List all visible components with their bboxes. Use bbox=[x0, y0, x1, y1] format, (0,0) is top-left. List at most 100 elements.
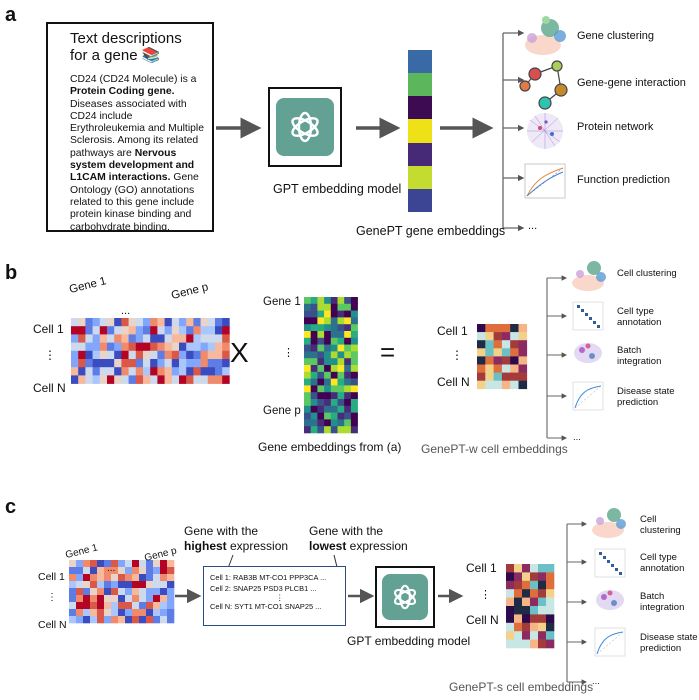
heatmap-cell bbox=[92, 342, 101, 352]
heatmap-cell bbox=[153, 567, 161, 575]
heatmap-cell bbox=[186, 350, 194, 360]
heatmap-cell bbox=[207, 350, 216, 360]
heatmap-cell bbox=[143, 326, 151, 335]
heatmap-cell bbox=[104, 581, 112, 589]
embedding-cell bbox=[337, 419, 345, 427]
highest-expression-label: Gene with the highest expression bbox=[184, 524, 289, 553]
heatmap-cell bbox=[200, 318, 209, 327]
heatmap-cell bbox=[215, 318, 223, 327]
heatmap-cell bbox=[92, 367, 101, 376]
heatmap-cell bbox=[143, 375, 151, 384]
cell-embedding-cell bbox=[501, 380, 511, 390]
heatmap-cell bbox=[222, 334, 230, 343]
heatmap-cell bbox=[114, 334, 122, 343]
gene-description-text: CD24 (CD24 Molecule) is a Protein Coding… bbox=[70, 74, 204, 234]
heatmap-cell bbox=[160, 609, 168, 617]
heatmap-cell bbox=[167, 616, 175, 624]
cell-sentence-vdots: ⋮ bbox=[276, 593, 284, 602]
embedding-cell bbox=[344, 337, 352, 345]
cell-embedding-cell bbox=[485, 364, 494, 373]
embedding-cell bbox=[324, 392, 332, 400]
heatmap-cell bbox=[153, 616, 161, 624]
embedding-cell bbox=[317, 399, 325, 407]
heatmap-cell bbox=[97, 595, 105, 603]
heatmap-cell bbox=[200, 342, 209, 352]
app-label-gene-gene-interaction: Gene-gene interaction bbox=[577, 77, 686, 89]
heatmap-cell bbox=[118, 588, 126, 596]
cell-embedding-cell bbox=[522, 606, 531, 615]
gene-gene-interaction-icon bbox=[519, 60, 568, 110]
cell-embedding-cell bbox=[522, 564, 531, 573]
cell-embedding-cell bbox=[477, 348, 486, 357]
embedding-cell bbox=[324, 412, 332, 420]
embedding-cell bbox=[310, 324, 318, 332]
heatmap-cell bbox=[76, 616, 84, 624]
cell-embedding-cell bbox=[485, 356, 494, 365]
heatmap-cell bbox=[128, 367, 137, 376]
embedding-cell bbox=[350, 337, 358, 345]
gene-clustering-icon bbox=[525, 16, 566, 55]
embedding-cell bbox=[330, 331, 338, 339]
embedding-cell bbox=[324, 337, 332, 345]
cell-embedding-cell bbox=[510, 356, 519, 365]
lowest-expression-label: Gene with the lowest expression bbox=[309, 524, 408, 553]
heatmap-cell bbox=[222, 359, 230, 368]
heatmap-cell bbox=[92, 350, 101, 360]
heatmap-cell bbox=[92, 359, 101, 368]
heatmap-cell bbox=[69, 567, 77, 575]
heatmap-cell bbox=[193, 375, 201, 384]
heatmap-cell bbox=[207, 342, 216, 352]
heatmap-cell bbox=[153, 595, 161, 603]
gpt-model-box-c bbox=[375, 566, 435, 628]
cell-type-annotation-icon bbox=[572, 301, 604, 331]
embedding-cell bbox=[344, 317, 352, 325]
embedding-cell bbox=[344, 405, 352, 413]
heatmap-cell bbox=[121, 342, 129, 352]
heatmap-cell bbox=[167, 595, 175, 603]
cell-sentence-1: Cell 1: RAB3B MT-CO1 PPP3CA ... bbox=[210, 573, 327, 582]
bracket-b bbox=[546, 275, 568, 441]
embedding-cell bbox=[330, 378, 338, 386]
embedding-cell bbox=[304, 358, 311, 366]
embedding-cell bbox=[317, 358, 325, 366]
heatmap-cell bbox=[97, 567, 105, 575]
embedding-cell bbox=[330, 426, 338, 434]
embedding-cell bbox=[330, 344, 338, 352]
cell-embedding-cell bbox=[522, 597, 531, 607]
cellw-cell-n-label: Cell N bbox=[437, 375, 470, 389]
heatmap-cell bbox=[167, 588, 175, 596]
heatmap-cell bbox=[222, 350, 230, 360]
heatmap-cell bbox=[69, 616, 77, 624]
openai-logo-icon bbox=[276, 98, 334, 156]
heatmap-cell bbox=[121, 334, 129, 343]
heatmap-cell bbox=[69, 609, 77, 617]
heatmap-cell bbox=[69, 560, 77, 568]
embedding-cell bbox=[324, 297, 332, 305]
app-label-batch-integration-c: Batch integration bbox=[640, 591, 685, 613]
heatmap-cell bbox=[97, 609, 105, 617]
embedding-cell bbox=[317, 419, 325, 427]
heatmap-cell bbox=[90, 574, 98, 582]
heatmap-cell bbox=[99, 359, 108, 368]
gpt-model-label-a: GPT embedding model bbox=[273, 182, 402, 196]
heatmap-cell bbox=[157, 318, 165, 327]
embedding-cell bbox=[350, 399, 358, 407]
cell-embedding-cell bbox=[477, 324, 486, 333]
heatmap-cell bbox=[76, 574, 84, 582]
cell-embedding-cell bbox=[510, 332, 519, 341]
heatmap-cell bbox=[160, 588, 168, 596]
heatmap-cell bbox=[104, 567, 112, 575]
cells-vdots: ⋮ bbox=[480, 589, 491, 601]
heatmap-cell bbox=[121, 367, 129, 376]
cell-embedding-cell bbox=[538, 572, 547, 582]
heatmap-cell bbox=[164, 359, 173, 368]
heatmap-cell bbox=[164, 375, 173, 384]
embedding-cell bbox=[330, 324, 338, 332]
heatmap-cell bbox=[139, 574, 147, 582]
heatmap-cell bbox=[78, 326, 86, 335]
embedding-cell bbox=[330, 419, 338, 427]
text-box-title-line1: Text descriptions bbox=[70, 30, 182, 47]
heatmap-cell bbox=[215, 359, 223, 368]
cell-embedding-cell bbox=[510, 324, 519, 333]
heatmap-cell bbox=[157, 359, 165, 368]
